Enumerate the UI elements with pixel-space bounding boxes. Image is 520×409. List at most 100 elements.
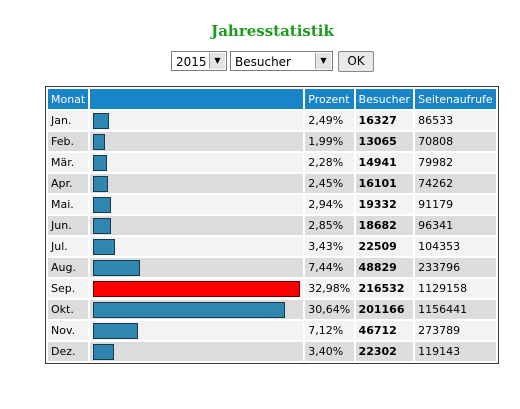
- visitors-cell: 19332: [355, 195, 414, 214]
- visitors-cell: 201166: [355, 300, 414, 319]
- year-select[interactable]: 2015 ▼: [171, 51, 227, 71]
- header-bar: [90, 89, 304, 109]
- percent-cell: 3,43%: [305, 237, 354, 256]
- metric-select-value: Besucher: [235, 55, 291, 69]
- month-cell: Apr.: [48, 174, 89, 193]
- visitors-cell: 14941: [355, 153, 414, 172]
- visitors-cell: 46712: [355, 321, 414, 340]
- pageviews-cell: 79982: [415, 153, 496, 172]
- pageviews-cell: 273789: [415, 321, 496, 340]
- pageviews-cell: 74262: [415, 174, 496, 193]
- table-row: Jul. 3,43% 22509 104353: [48, 237, 496, 256]
- share-bar: [93, 217, 112, 234]
- month-cell: Jul.: [48, 237, 89, 256]
- pageviews-cell: 1129158: [415, 279, 496, 298]
- visitors-cell: 16101: [355, 174, 414, 193]
- percent-cell: 7,12%: [305, 321, 354, 340]
- visitors-cell: 48829: [355, 258, 414, 277]
- pageviews-cell: 70808: [415, 132, 496, 151]
- bar-cell: [90, 174, 304, 193]
- visitors-cell: 216532: [355, 279, 414, 298]
- bar-cell: [90, 153, 304, 172]
- bar-cell: [90, 237, 304, 256]
- share-bar: [93, 112, 110, 129]
- pageviews-cell: 96341: [415, 216, 496, 235]
- percent-cell: 1,99%: [305, 132, 354, 151]
- bar-cell: [90, 279, 304, 298]
- share-bar: [93, 196, 112, 213]
- percent-cell: 2,94%: [305, 195, 354, 214]
- pageviews-cell: 104353: [415, 237, 496, 256]
- share-bar: [93, 259, 141, 276]
- metric-select[interactable]: Besucher ▼: [230, 51, 333, 71]
- chevron-down-icon[interactable]: ▼: [315, 53, 331, 69]
- header-pageviews: Seitenaufrufe: [415, 89, 496, 109]
- year-statistics-table: Monat Prozent Besucher Seitenaufrufe Jan…: [45, 86, 499, 364]
- year-select-value: 2015: [176, 55, 207, 69]
- table-header-row: Monat Prozent Besucher Seitenaufrufe: [48, 89, 496, 109]
- percent-cell: 30,64%: [305, 300, 354, 319]
- share-bar: [93, 154, 108, 171]
- header-percent: Prozent: [305, 89, 354, 109]
- chevron-down-icon[interactable]: ▼: [209, 53, 225, 69]
- visitors-cell: 16327: [355, 111, 414, 130]
- share-bar: [93, 301, 286, 318]
- visitors-cell: 13065: [355, 132, 414, 151]
- visitors-cell: 22509: [355, 237, 414, 256]
- percent-cell: 2,49%: [305, 111, 354, 130]
- share-bar: [93, 322, 139, 339]
- page-title: Jahresstatistik: [211, 22, 334, 40]
- pageviews-cell: 1156441: [415, 300, 496, 319]
- share-bar: [93, 133, 106, 150]
- percent-cell: 7,44%: [305, 258, 354, 277]
- table-row: Nov. 7,12% 46712 273789: [48, 321, 496, 340]
- table-body: Jan. 2,49% 16327 86533 Feb. 1,99% 13065 70808 Mä…: [48, 111, 496, 361]
- percent-cell: 2,45%: [305, 174, 354, 193]
- table-row: Aug. 7,44% 48829 233796: [48, 258, 496, 277]
- bar-cell: [90, 111, 304, 130]
- bar-cell: [90, 195, 304, 214]
- month-cell: Jun.: [48, 216, 89, 235]
- month-cell: Okt.: [48, 300, 89, 319]
- percent-cell: 32,98%: [305, 279, 354, 298]
- table-row: Mai. 2,94% 19332 91179: [48, 195, 496, 214]
- share-bar: [93, 175, 109, 192]
- month-cell: Nov.: [48, 321, 89, 340]
- month-cell: Aug.: [48, 258, 89, 277]
- month-cell: Jan.: [48, 111, 89, 130]
- percent-cell: 2,85%: [305, 216, 354, 235]
- visitors-cell: 18682: [355, 216, 414, 235]
- bar-cell: [90, 216, 304, 235]
- bar-cell: [90, 258, 304, 277]
- percent-cell: 2,28%: [305, 153, 354, 172]
- visitors-cell: 22302: [355, 342, 414, 361]
- table-row: Jan. 2,49% 16327 86533: [48, 111, 496, 130]
- table-row: Apr. 2,45% 16101 74262: [48, 174, 496, 193]
- bar-cell: [90, 321, 304, 340]
- month-cell: Mär.: [48, 153, 89, 172]
- table-row: Jun. 2,85% 18682 96341: [48, 216, 496, 235]
- pageviews-cell: 91179: [415, 195, 496, 214]
- bar-cell: [90, 300, 304, 319]
- table-row: Feb. 1,99% 13065 70808: [48, 132, 496, 151]
- pageviews-cell: 233796: [415, 258, 496, 277]
- month-cell: Feb.: [48, 132, 89, 151]
- share-bar: [93, 343, 115, 360]
- percent-cell: 3,40%: [305, 342, 354, 361]
- bar-cell: [90, 342, 304, 361]
- month-cell: Mai.: [48, 195, 89, 214]
- header-visitors: Besucher: [355, 89, 414, 109]
- ok-button[interactable]: OK: [338, 51, 374, 72]
- pageviews-cell: 86533: [415, 111, 496, 130]
- share-bar: [93, 238, 116, 255]
- pageviews-cell: 119143: [415, 342, 496, 361]
- share-bar: [93, 280, 301, 297]
- table-row: Mär. 2,28% 14941 79982: [48, 153, 496, 172]
- header-month: Monat: [48, 89, 89, 109]
- table-row: Okt. 30,64% 201166 1156441: [48, 300, 496, 319]
- bar-cell: [90, 132, 304, 151]
- month-cell: Dez.: [48, 342, 89, 361]
- table-row: Dez. 3,40% 22302 119143: [48, 342, 496, 361]
- table-row: Sep. 32,98% 216532 1129158: [48, 279, 496, 298]
- month-cell: Sep.: [48, 279, 89, 298]
